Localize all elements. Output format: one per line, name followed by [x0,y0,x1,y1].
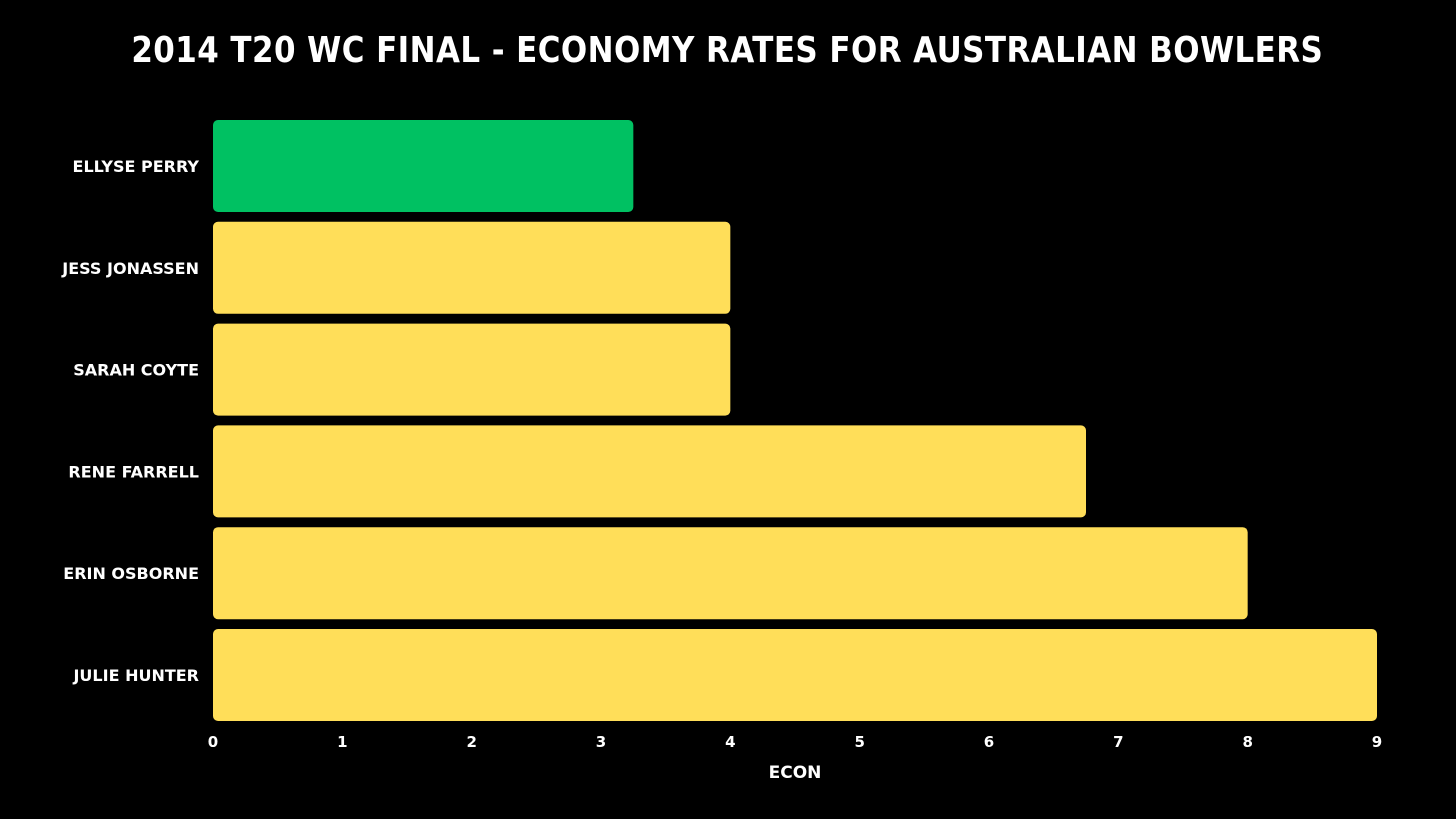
category-label: SARAH COYTE [73,361,199,380]
category-labels: ELLYSE PERRY JESS JONASSEN SARAH COYTE RENE… [61,157,199,685]
category-label: JESS JONASSEN [61,259,199,278]
x-axis-title: ECON [769,763,822,783]
x-tick-label: 9 [1372,733,1382,751]
x-tick-label: 2 [466,733,476,751]
category-label: RENE FARRELL [68,462,199,481]
x-tick-label: 5 [854,733,864,751]
x-tick-label: 1 [337,733,347,751]
x-axis-ticks: 0 1 2 3 4 5 6 7 8 9 [208,733,1382,751]
chart-title: 2014 T20 WC FINAL - ECONOMY RATES FOR AU… [131,30,1324,71]
bar-sarah-coyte [213,323,731,416]
x-tick-label: 6 [984,733,994,751]
bar-rene-farrell [213,425,1086,518]
category-label: ERIN OSBORNE [63,564,199,583]
bar-ellyse-perry [213,120,634,212]
category-label: ELLYSE PERRY [73,157,200,176]
bars-layer [213,120,1377,721]
x-tick-label: 3 [596,733,606,751]
x-tick-label: 4 [725,733,735,751]
x-tick-label: 0 [208,733,218,751]
category-label: JULIE HUNTER [72,666,199,685]
bar-jess-jonassen [213,221,731,314]
x-tick-label: 8 [1242,733,1252,751]
bar-julie-hunter [213,629,1377,721]
x-tick-label: 7 [1113,733,1123,751]
bar-erin-osborne [213,527,1248,620]
